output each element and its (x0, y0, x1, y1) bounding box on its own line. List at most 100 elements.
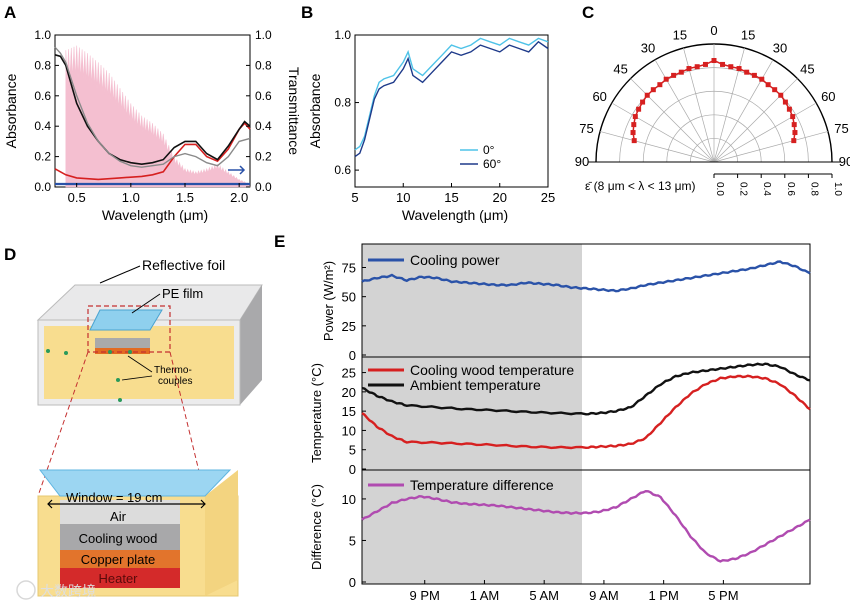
panel-d-thermocouple-dot (128, 350, 132, 354)
panel-c-point (786, 106, 792, 112)
panel-c-point (657, 82, 663, 88)
panel-d-layer-copper-fill (60, 550, 180, 568)
panel-d-window-dimension (47, 499, 206, 509)
panel-b-chart: 5 10 15 20 25 0.6 0.8 1.0 Wavelength (μm) Absor… (307, 28, 555, 223)
panel-c-point (632, 114, 638, 120)
panel-b-legend-0: 0° (483, 143, 495, 157)
panel-d-thermocouple-dot (118, 398, 122, 402)
panel-d-label-window: Window = 19 cm (66, 490, 162, 505)
watermark: 大数跨境 (16, 580, 96, 600)
panel-c-point (791, 122, 797, 128)
panel-e-xtick-label: 1 AM (470, 588, 500, 603)
panel-c-point (751, 72, 757, 78)
panel-a-xlabel: Wavelength (μm) (102, 207, 208, 223)
panel-c-grid (588, 43, 840, 163)
panel-c-point (686, 66, 692, 72)
panel-c-point (790, 114, 796, 120)
panel-a-series-red (54, 122, 251, 181)
panel-d-top-wood (95, 338, 150, 348)
panel-d-layer-wood-fill (60, 524, 180, 550)
panel-letter-c: C (582, 3, 594, 22)
panel-c-point (694, 64, 700, 70)
panel-e-xtick-label: 5 PM (708, 588, 738, 603)
panel-c-point (631, 138, 637, 144)
panel-d-label-heater: Heater (98, 571, 138, 586)
panel-d-top-pe-film (89, 309, 163, 331)
panel-d-diagram: Reflective foil PE film Thermo- couples … (36, 257, 263, 597)
panel-e-xtick-label: 9 PM (410, 588, 440, 603)
panel-b-xtick-label: 25 (541, 190, 555, 205)
panel-c-angle-label: 60 (821, 89, 835, 104)
panel-c-spoke (599, 131, 715, 163)
panel-c-point (630, 130, 636, 136)
panel-c-angle-label: 15 (741, 27, 755, 42)
panel-b-xtick-label: 15 (444, 190, 458, 205)
panel-d-top-copper (95, 348, 150, 354)
panel-e-ytick-label: 15 (342, 404, 356, 419)
panel-e-ytick-label: 0 (349, 348, 356, 363)
panel-c-radial-tick-label: 0.0 (714, 182, 725, 196)
panel-c-point (640, 99, 646, 105)
panel-e-series (361, 260, 811, 563)
panel-c-spoke (713, 78, 798, 163)
panel-e-xtick-label: 1 PM (648, 588, 678, 603)
panel-e-ytick-label: 5 (349, 533, 356, 548)
panel-c-spoke (713, 59, 774, 163)
panel-d-label-copper-plate: Copper plate (81, 552, 155, 567)
panel-d-bottom-window (38, 469, 232, 497)
panel-a-ytick-label-left: 0.8 (34, 58, 51, 72)
panel-c-point (663, 76, 669, 82)
panel-d-bottom-insulation-side (205, 470, 238, 596)
panel-e-ytick-label: 0 (349, 462, 356, 477)
panel-c-angle-label: 45 (800, 62, 814, 77)
panel-c-spoke (611, 102, 715, 163)
panel-d-label-air: Air (110, 509, 127, 524)
panel-e-ytick-label: 25 (342, 366, 356, 381)
panel-a-ytick-label-left: 0.4 (34, 119, 51, 133)
panel-b-xtick-label: 5 (351, 190, 358, 205)
panel-e-ytick-label: 50 (342, 290, 356, 305)
panel-c-angle-label: 45 (613, 62, 627, 77)
panel-a-pink-fill (65, 45, 251, 188)
panel-a-ticks: 0.5 1.0 1.5 2.0 0.0 0.2 0.4 0.6 0.8 1.0 0.0 0.2 0.4 0… (34, 28, 272, 205)
panel-e-ytick-label: 10 (342, 423, 356, 438)
panel-e-legend-power: Cooling power (410, 252, 500, 268)
panel-c-angle-labels: 0 15 15 30 30 45 45 60 60 75 75 90 90 (575, 23, 850, 169)
panel-b-series-1 (354, 40, 549, 158)
panel-e-ytick-label: 5 (349, 443, 356, 458)
panel-d-label-pe-film: PE film (162, 286, 203, 301)
panel-c-point (772, 87, 778, 93)
panel-e-ytick-label: 10 (342, 492, 356, 507)
panel-e-ytick-label: 25 (342, 319, 356, 334)
panel-c-point (702, 61, 708, 67)
panel-c-point (720, 61, 726, 67)
panel-d-pointer-thermo (121, 355, 153, 381)
panel-e-xtick-label: 5 AM (529, 588, 559, 603)
panel-b-ticks: 5 10 15 20 25 0.6 0.8 1.0 (334, 28, 555, 205)
panel-e-temp-diff-line (361, 489, 811, 563)
panel-b-xtick-label: 20 (493, 190, 507, 205)
panel-c-point (782, 99, 788, 105)
panel-a-ytick-label-left: 1.0 (34, 28, 51, 42)
panel-d-label-cooling-wood: Cooling wood (79, 531, 158, 546)
panel-c-angle-label: 15 (673, 27, 687, 42)
panel-e-chart: 0 25 50 75 0 5 10 15 20 25 0 5 10 9 PM 1 AM 5 AM 9 AM 1 P… (309, 243, 811, 603)
panel-letter-d: D (4, 245, 16, 264)
panel-e-night-shading (362, 244, 582, 584)
panel-letter-a: A (4, 3, 16, 22)
watermark-text: 大数跨境 (40, 583, 96, 599)
panel-c-point (759, 76, 765, 82)
panel-letter-e: E (274, 232, 285, 251)
panel-a-ytick-label-right: 0.8 (255, 58, 272, 72)
panel-letter-b: B (301, 3, 313, 22)
panel-c-angle-label: 30 (641, 41, 655, 56)
panel-c-angle-label: 75 (579, 121, 593, 136)
panel-c-angle-label: 90 (839, 154, 850, 169)
panel-a-xtick-label: 2.0 (230, 190, 248, 205)
panel-c-spoke (713, 102, 817, 163)
panel-c-point (792, 130, 798, 136)
panel-b-series-0 (354, 37, 549, 151)
panel-d-label-thermo-2: couples (158, 376, 192, 387)
panel-c-point (644, 92, 650, 98)
panel-e-xtick-label: 9 AM (589, 588, 619, 603)
